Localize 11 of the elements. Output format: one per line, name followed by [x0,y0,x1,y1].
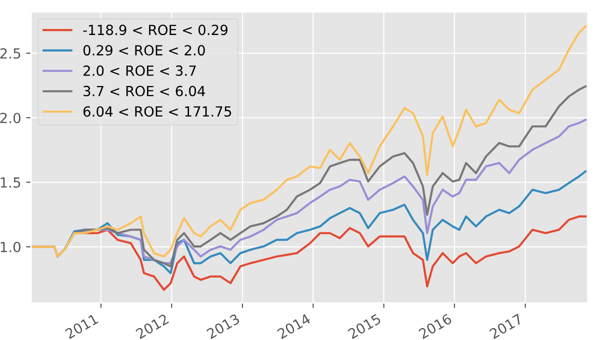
y-tick-label: 2.0 [0,112,20,124]
y-tick-label: 1.5 [0,177,20,188]
legend-label: 2.0 < ROE < 3.7 [84,65,196,76]
line-series [56,118,587,264]
legend-label: 0.29 < ROE < 2.0 [83,45,205,56]
legend-label: 3.7 < ROE < 6.04 [84,86,206,96]
legend-label: 6.04 < ROE < 171.75 [83,106,232,117]
line-series [31,25,587,258]
legend-label: -118.9 < ROE < 0.29 [83,24,228,36]
y-tick-label: 2.5 [0,48,20,59]
y-tick-label: 1.0 [0,242,20,252]
